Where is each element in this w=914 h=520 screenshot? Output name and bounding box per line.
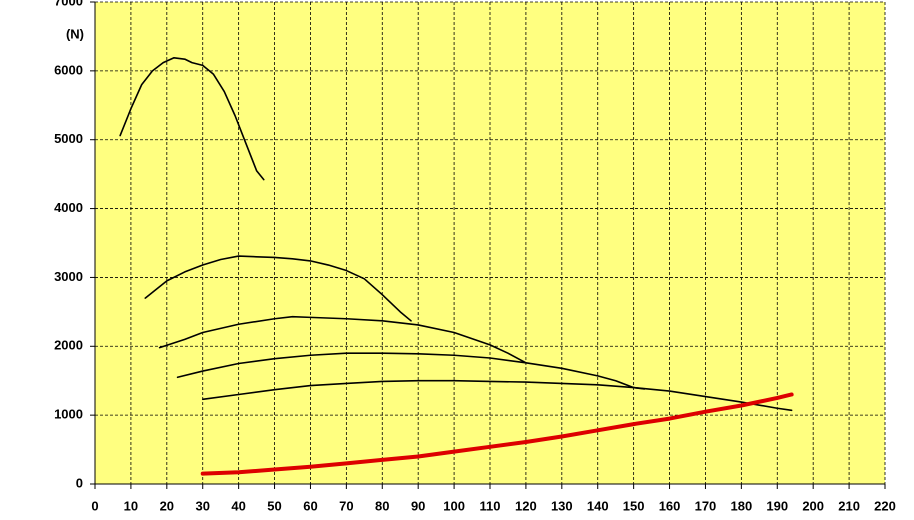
- x-tick-label: 70: [339, 498, 353, 513]
- y-axis-label: (N): [66, 26, 84, 41]
- y-tick-label: 3000: [54, 269, 83, 284]
- x-tick-label: 80: [375, 498, 389, 513]
- series-line: [144, 255, 412, 322]
- series-line: [119, 56, 265, 181]
- x-tick-label: 180: [731, 498, 753, 513]
- x-tick-label: 0: [91, 498, 98, 513]
- x-tick-label: 20: [160, 498, 174, 513]
- x-tick-label: 100: [443, 498, 465, 513]
- y-tick-label: 7000: [54, 0, 83, 8]
- y-tick-label: 6000: [54, 62, 83, 77]
- series-line: [200, 392, 794, 476]
- x-tick-label: 10: [124, 498, 138, 513]
- series-line: [158, 315, 527, 364]
- x-tick-label: 210: [838, 498, 860, 513]
- x-tick-label: 130: [551, 498, 573, 513]
- x-tick-label: 40: [231, 498, 245, 513]
- x-tick-label: 200: [802, 498, 824, 513]
- x-tick-label: 150: [623, 498, 645, 513]
- x-tick-label: 160: [659, 498, 681, 513]
- x-tick-label: 120: [515, 498, 537, 513]
- y-tick-label: 5000: [54, 131, 83, 146]
- y-tick-label: 1000: [54, 407, 83, 422]
- x-tick-label: 30: [195, 498, 209, 513]
- x-tick-label: 140: [587, 498, 609, 513]
- x-tick-label: 50: [267, 498, 281, 513]
- x-tick-label: 110: [480, 498, 501, 513]
- y-tick-label: 4000: [54, 200, 83, 215]
- x-tick-label: 170: [695, 498, 717, 513]
- series-line: [201, 379, 793, 412]
- y-tick-label: 0: [76, 475, 83, 490]
- x-tick-label: 220: [874, 498, 896, 513]
- series-line: [176, 352, 646, 390]
- x-tick-label: 190: [766, 498, 788, 513]
- x-tick-label: 60: [303, 498, 317, 513]
- x-tick-label: 90: [411, 498, 425, 513]
- y-tick-label: 2000: [54, 338, 83, 353]
